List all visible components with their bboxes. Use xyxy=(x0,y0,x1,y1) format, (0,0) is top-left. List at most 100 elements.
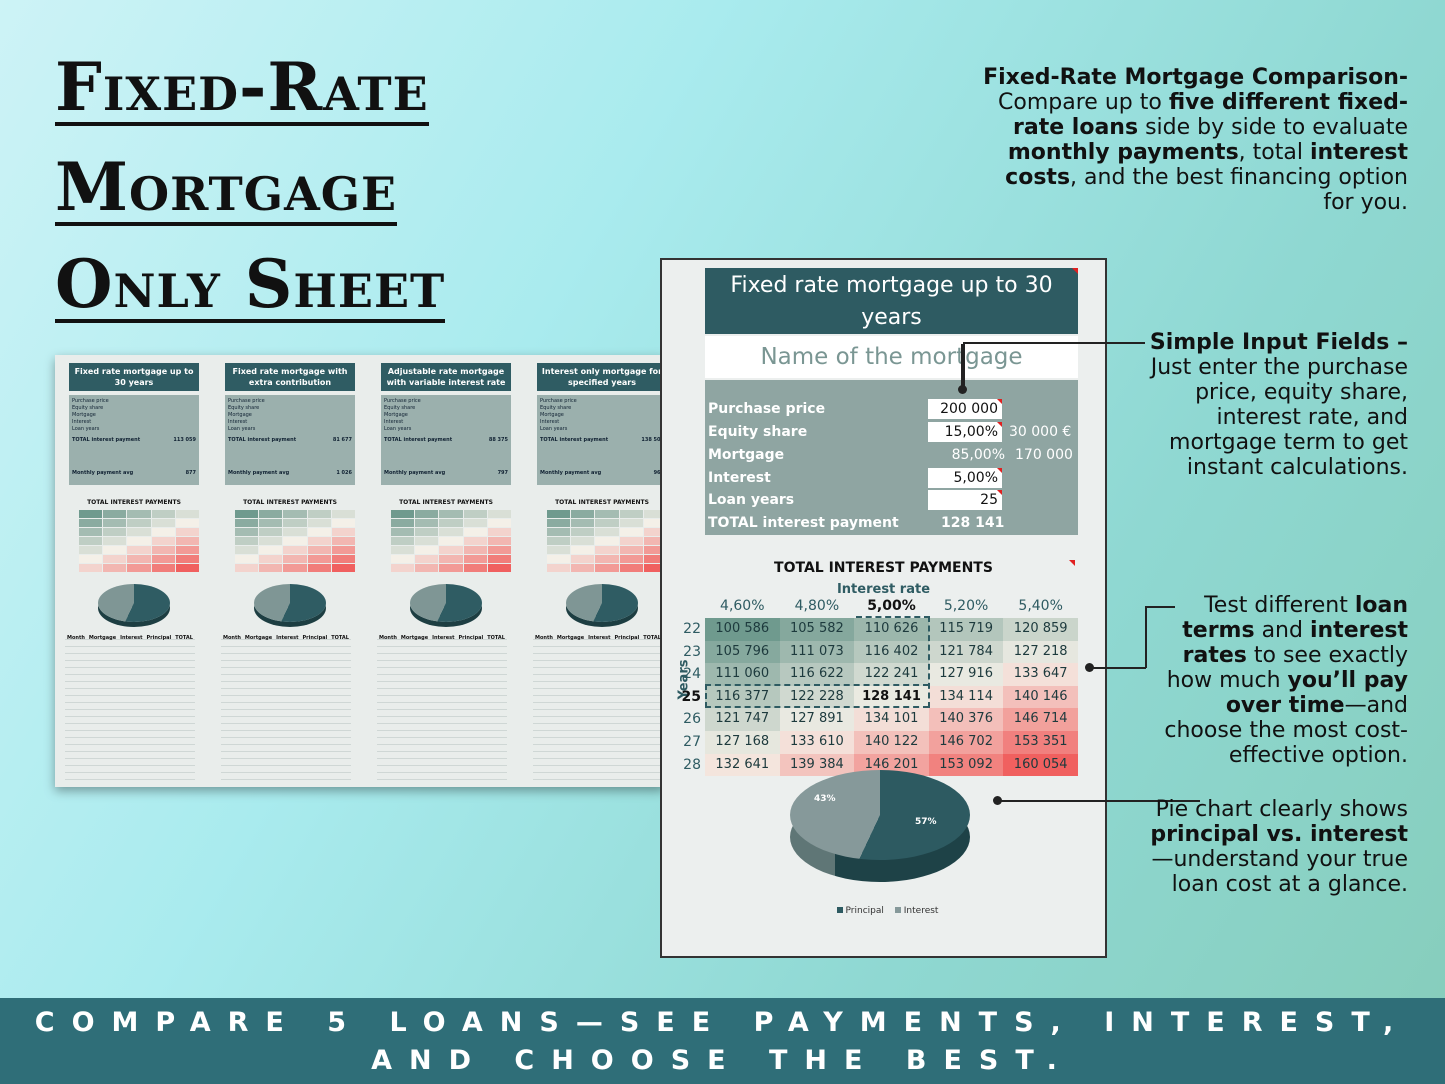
thumbnail-heat-cell xyxy=(643,537,665,545)
heatmap-cell: 105 582 xyxy=(779,618,855,641)
comparison-title: Fixed-Rate Mortgage Comparison- xyxy=(983,65,1408,90)
heatmap-cell: 100 586 xyxy=(705,618,780,641)
thumbnail-heat-cell xyxy=(307,555,331,563)
thumbnail-heat-cell xyxy=(463,510,487,518)
heatmap-cell: 122 241 xyxy=(854,663,929,686)
col: Mortgage xyxy=(556,635,585,641)
years-column: 22 23 24 25 26 27 28 xyxy=(680,618,704,776)
heatmap-cell: 153 351 xyxy=(1003,730,1078,754)
thumbnail-heat-cell xyxy=(259,564,283,572)
mortgage-name-field[interactable]: Name of the mortgage xyxy=(705,336,1078,378)
thumbnail-form: Purchase price Equity share Mortgage Intere… xyxy=(225,395,355,485)
thumbnail-heat-cell xyxy=(571,555,595,563)
thumbnail-heat-cell xyxy=(571,519,595,527)
thumbnail-heat-cell xyxy=(547,546,571,554)
thumbnail-heat-cell xyxy=(463,546,487,554)
thumbnail-heat-cell xyxy=(235,528,259,536)
thumbnail-title: Adjustable rate mortgage with variable i… xyxy=(381,363,511,391)
thumbnail-row: Loan years xyxy=(228,426,352,433)
comparison-callout: Fixed-Rate Mortgage Comparison-Compare u… xyxy=(980,65,1408,215)
thumbnail-heat-cell xyxy=(79,510,103,518)
thumbnail-row: Purchase price xyxy=(72,398,196,405)
thumbnail-heat-cell xyxy=(415,555,439,563)
purchase-price-input[interactable]: 200 000 xyxy=(928,399,1002,419)
thumbnail-row: Mortgage xyxy=(540,412,664,419)
terms-connector-vertical xyxy=(1145,606,1147,668)
thumbnail-title: Interest only mortgage for specified yea… xyxy=(537,363,665,391)
thumbnail-heat-cell xyxy=(415,537,439,545)
thumbnail-heat-cell xyxy=(439,519,463,527)
terms-connector-bottom xyxy=(1090,667,1146,669)
label: Equity share xyxy=(384,405,416,411)
col: Month xyxy=(66,635,85,641)
heatmap-cell: 115 719 xyxy=(928,618,1004,641)
pie-top xyxy=(790,770,970,860)
loan-years-input[interactable]: 25 xyxy=(928,490,1002,510)
thumbnail-heatmap xyxy=(391,510,511,572)
thumbnail-sheet: Interest only mortgage for specified yea… xyxy=(537,363,665,622)
thumbnail-total: TOTAL interest payment 81 677 xyxy=(228,437,352,444)
heatmap-cell: 160 054 xyxy=(1003,753,1078,777)
label: Interest xyxy=(540,419,560,425)
thumbnail-heat-cell xyxy=(571,546,595,554)
thumbnail-heat-cell xyxy=(463,537,487,545)
thumbnail-heatmap xyxy=(79,510,199,572)
thumbnail-heat-cell xyxy=(127,546,151,554)
label: Interest xyxy=(72,419,92,425)
thumbnail-heat-cell xyxy=(643,555,665,563)
thumbnail-form: Purchase price Equity share Mortgage Intere… xyxy=(69,395,199,485)
pie-legend: Principal Interest xyxy=(662,906,1105,916)
col: Principal xyxy=(614,635,640,641)
thumbnail-heat-cell xyxy=(331,519,355,527)
heatmap-cell: 127 916 xyxy=(928,663,1004,686)
col: Interest xyxy=(276,635,299,641)
text: , total xyxy=(1238,140,1310,165)
thumbnail-heat-cell xyxy=(391,537,415,545)
rate-header-cell: 5,20% xyxy=(943,598,989,614)
pointer-dot xyxy=(958,385,967,394)
thumbnail-heat-cell xyxy=(151,537,175,545)
thumbnail-heat-cell xyxy=(415,546,439,554)
thumbnail-heat-cell xyxy=(259,555,283,563)
thumbnail-heat-cell xyxy=(331,537,355,545)
col: Interest xyxy=(120,635,143,641)
thumbnail-heat-cell xyxy=(307,564,331,572)
hero-title-line1: Fixed-Rate xyxy=(55,48,429,127)
text: loan terms xyxy=(1182,593,1408,643)
hero-title-line3: Only Sheet xyxy=(55,245,446,324)
thumbnail-heat-cell xyxy=(235,555,259,563)
interest-label: Interest xyxy=(708,470,771,486)
thumbnail-row: Loan years xyxy=(540,426,664,433)
equity-share-input[interactable]: 15,00% xyxy=(928,422,1002,442)
thumbnail-heat-cell xyxy=(391,528,415,536)
thumbnail-heat-cell xyxy=(391,519,415,527)
thumbnail-heat-cell xyxy=(127,510,151,518)
principal-swatch xyxy=(836,907,843,913)
thumbnail-monthly: Monthly payment avg 962 xyxy=(540,470,664,477)
text: —understand your true loan cost at a gla… xyxy=(1151,847,1408,897)
label: Monthly payment avg xyxy=(72,470,134,476)
thumbnail-heat-cell xyxy=(547,528,571,536)
thumbnail-heat-cell xyxy=(439,510,463,518)
thumbnail-heat-cell xyxy=(619,564,643,572)
thumbnail-heat-cell xyxy=(307,528,331,536)
thumbnail-heat-cell xyxy=(283,528,307,536)
thumbnail-monthly: Monthly payment avg 877 xyxy=(72,470,196,477)
thumbnail-heat-cell xyxy=(79,528,103,536)
heatmap-cell: 120 859 xyxy=(1003,618,1078,641)
heatmap-cell: 121 747 xyxy=(705,708,780,731)
interest-input[interactable]: 5,00% xyxy=(928,468,1002,488)
col: Month xyxy=(222,635,241,641)
thumbnail-form: Purchase price Equity share Mortgage Intere… xyxy=(537,395,665,485)
thumbnail-table-header: Month Mortgage Interest Principal TOTAL xyxy=(533,633,663,641)
text: and xyxy=(1254,618,1310,643)
thumbnail-heat-cell xyxy=(151,564,175,572)
heatmap-cell: 133 647 xyxy=(1003,663,1078,686)
thumbnail-row: Equity share xyxy=(228,405,352,412)
label: Interest xyxy=(384,419,404,425)
label: Monthly payment avg xyxy=(384,470,446,476)
thumbnail-heat-cell xyxy=(307,546,331,554)
text: , and the best financing option for you. xyxy=(1070,165,1408,215)
thumbnail-heat-cell xyxy=(307,537,331,545)
heatmap-cell: 134 114 xyxy=(928,685,1004,709)
